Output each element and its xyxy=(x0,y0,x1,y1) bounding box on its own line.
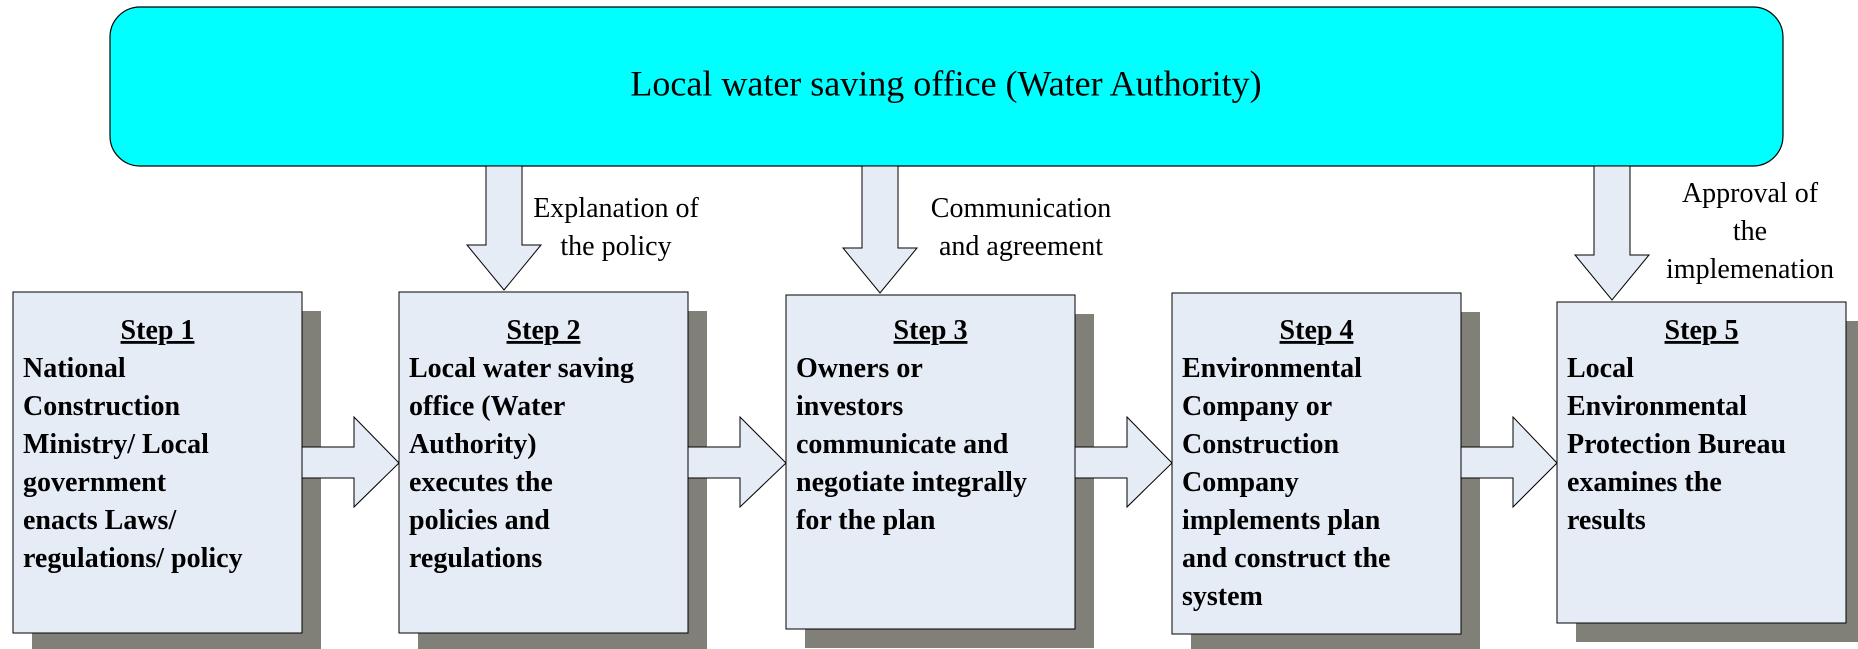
arrow-label: Explanation of xyxy=(533,193,699,224)
step-text: Environmental xyxy=(1182,353,1362,384)
arrow-label: Approval of xyxy=(1682,178,1819,209)
arrow-label: implemenation xyxy=(1666,254,1834,285)
step-text: enacts Laws/ xyxy=(23,505,177,536)
step-text: Environmental xyxy=(1567,391,1747,422)
step-text: Authority) xyxy=(409,429,537,460)
step-text: system xyxy=(1182,581,1263,612)
flow-arrow xyxy=(1074,415,1173,509)
step-text: for the plan xyxy=(796,505,936,536)
step-text: National xyxy=(23,353,126,384)
step-heading: Step 4 xyxy=(1280,315,1354,346)
step-text: Construction xyxy=(23,391,181,422)
step-box xyxy=(398,291,689,634)
flow-arrow xyxy=(1460,415,1558,509)
step-text: Construction xyxy=(1182,429,1340,460)
step-text: Ministry/ Local xyxy=(23,429,209,460)
step-text: communicate and xyxy=(796,429,1009,460)
step-box xyxy=(785,294,1076,630)
down-arrow xyxy=(465,165,543,291)
arrow-label: and agreement xyxy=(939,231,1103,262)
step-text: Local xyxy=(1567,353,1634,384)
arrow-label: Communication xyxy=(931,193,1111,224)
step-text: examines the xyxy=(1567,467,1722,498)
step-text: Company xyxy=(1182,467,1299,498)
step-text: implements plan xyxy=(1182,505,1381,536)
authority-box xyxy=(109,6,1784,167)
step-heading: Step 2 xyxy=(507,315,581,346)
down-arrow xyxy=(841,165,919,294)
step-text: policies and xyxy=(409,505,550,536)
step-box xyxy=(1171,292,1462,635)
step-text: Owners or xyxy=(796,353,923,384)
step-text: Local water saving xyxy=(409,353,634,384)
step-text: negotiate integrally xyxy=(796,467,1027,498)
step-text: regulations/ policy xyxy=(23,543,243,574)
step-text: executes the xyxy=(409,467,553,498)
step-heading: Step 3 xyxy=(894,315,968,346)
arrow-label: the xyxy=(1733,216,1767,247)
flow-arrow xyxy=(687,415,787,509)
step-heading: Step 5 xyxy=(1665,315,1739,346)
down-arrow xyxy=(1573,165,1651,301)
step-text: Protection Bureau xyxy=(1567,429,1786,460)
step-heading: Step 1 xyxy=(121,315,195,346)
flow-arrow xyxy=(301,415,400,509)
step-text: government xyxy=(23,467,167,498)
step-text: Company or xyxy=(1182,391,1332,422)
step-text: investors xyxy=(796,391,903,422)
step-box xyxy=(1556,301,1847,624)
step-text: regulations xyxy=(409,543,542,574)
arrow-label: the policy xyxy=(560,231,671,262)
step-text: and construct the xyxy=(1182,543,1390,574)
step-text: office (Water xyxy=(409,391,565,422)
authority-title: Local water saving office (Water Authori… xyxy=(630,63,1261,103)
step-box xyxy=(12,291,303,634)
step-text: results xyxy=(1567,505,1646,536)
